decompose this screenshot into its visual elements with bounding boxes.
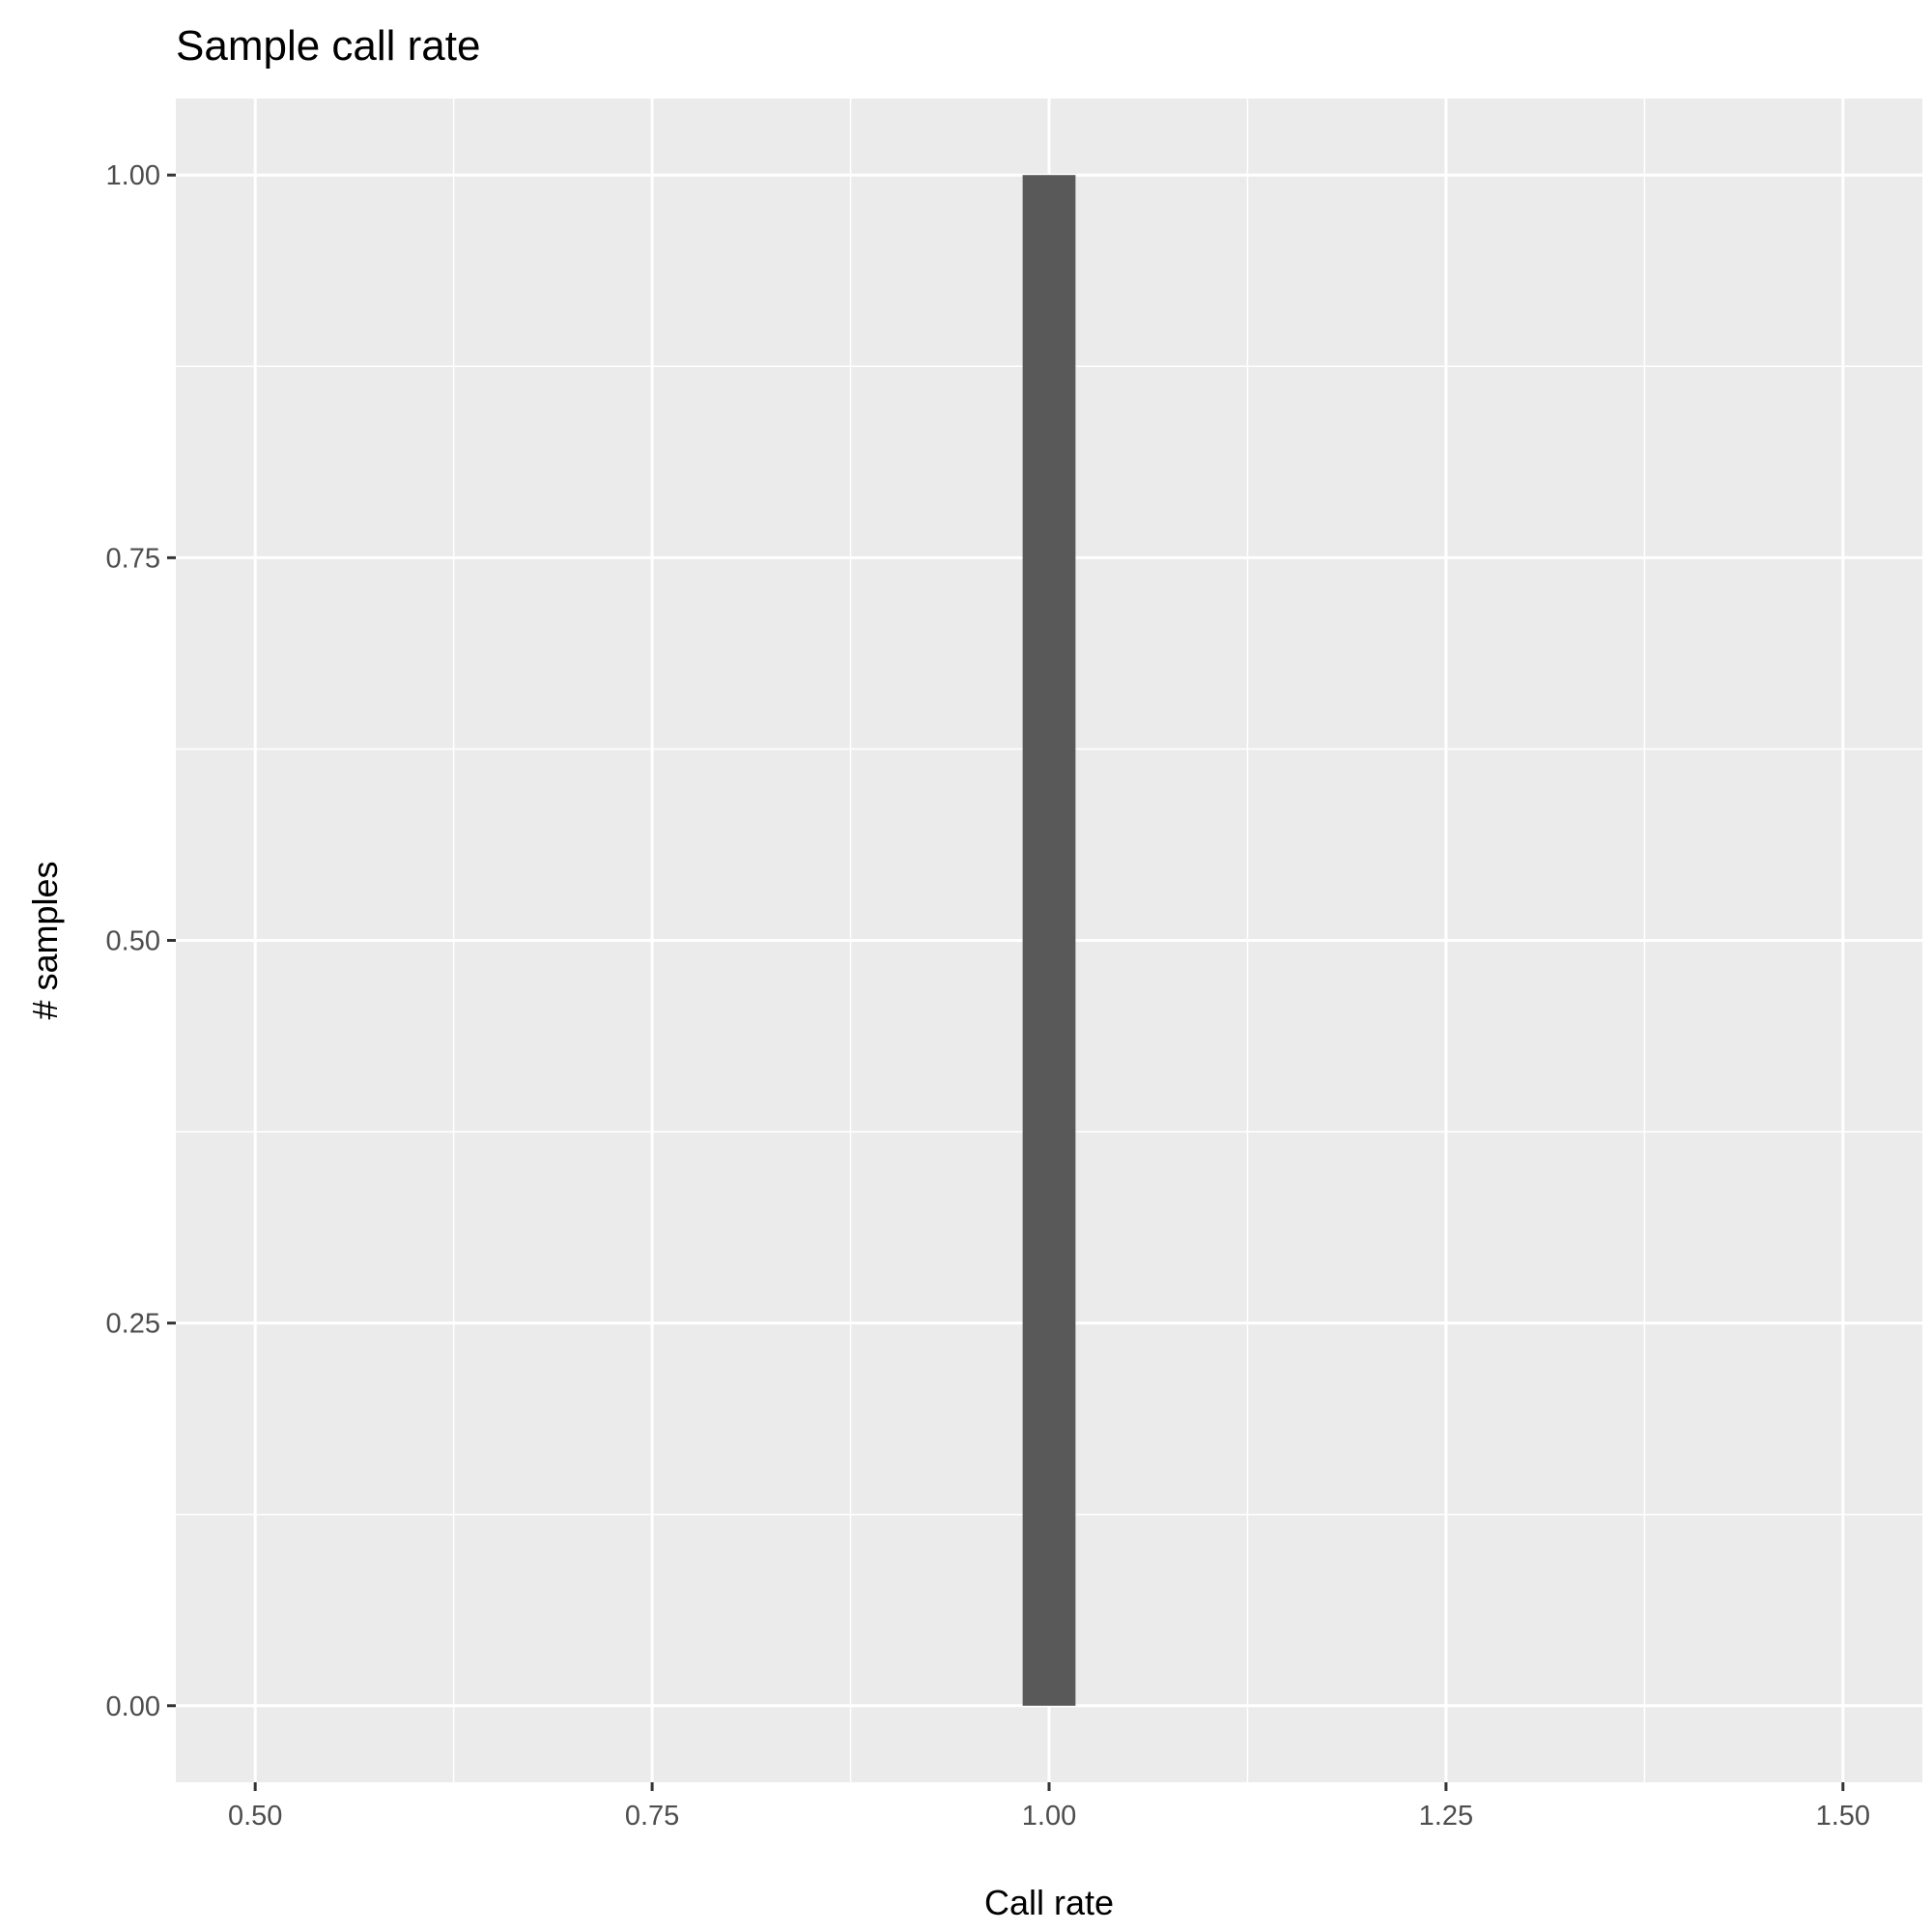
x-tick-label: 0.75 <box>625 1801 679 1832</box>
y-tick-label: 0.00 <box>106 1691 160 1722</box>
histogram-bar <box>1022 175 1076 1706</box>
x-axis-title: Call rate <box>984 1883 1114 1922</box>
chart-title: Sample call rate <box>176 22 480 70</box>
y-tick-label: 0.75 <box>106 543 160 574</box>
x-tick-label: 1.00 <box>1022 1801 1076 1832</box>
y-axis-title: # samples <box>25 861 65 1019</box>
y-tick-label: 0.25 <box>106 1309 160 1340</box>
bars <box>1022 175 1076 1706</box>
y-tick-label: 0.50 <box>106 926 160 957</box>
x-tick-label: 0.50 <box>228 1801 282 1832</box>
x-tick-label: 1.50 <box>1816 1801 1870 1832</box>
y-tick-label: 1.00 <box>106 160 160 191</box>
axes: 0.50 0.75 1.00 1.25 1.50 0.00 0.25 0.50 0.75 1.00 <box>106 160 1870 1832</box>
x-tick-label: 1.25 <box>1419 1801 1473 1832</box>
